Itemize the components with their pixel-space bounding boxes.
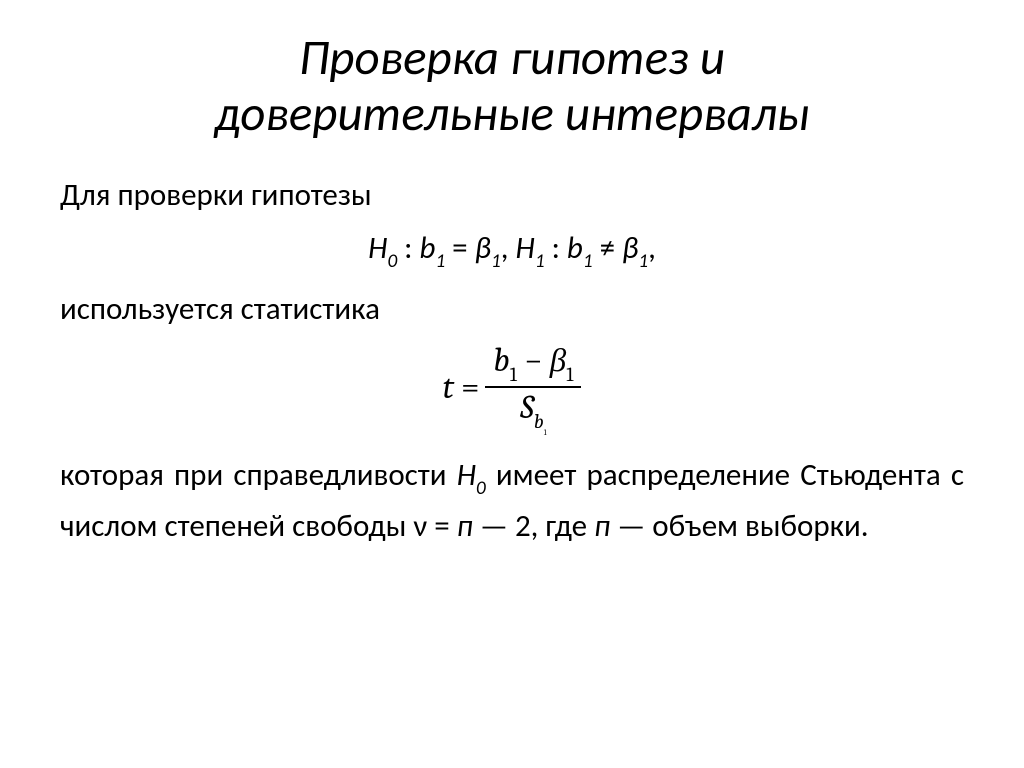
- den-s-sub-b: b: [534, 410, 544, 433]
- num-b: b: [493, 342, 509, 380]
- p3-text-4: — объем выборки.: [610, 507, 868, 545]
- beta-sub-1: 1: [491, 250, 501, 273]
- formula-container: t = b1 − β1 Sb1: [60, 343, 964, 433]
- num-beta-sub: 1: [566, 363, 573, 386]
- num-minus: −: [517, 342, 550, 380]
- beta-symbol-2: β: [622, 229, 638, 267]
- p3-h-symbol: H: [457, 456, 476, 494]
- paragraph-conclusion: которая при справедливости H0 имеет расп…: [60, 451, 964, 550]
- num-b-sub: 1: [510, 363, 517, 386]
- formula-equals: =: [454, 369, 480, 407]
- p3-text-1: которая при справедливости: [60, 456, 457, 494]
- b-symbol-2: b: [567, 229, 583, 267]
- b-sub-1: 1: [435, 250, 445, 273]
- t-statistic-formula: t = b1 − β1 Sb1: [443, 343, 582, 433]
- title-line-1: Проверка гипотез и: [299, 28, 725, 88]
- b-symbol-1: b: [419, 229, 435, 267]
- formula-denominator: Sb1: [485, 388, 581, 433]
- h0-subscript: 0: [387, 250, 397, 273]
- paragraph-statistic: используется статистика: [60, 285, 964, 333]
- b-sub-2: 1: [583, 250, 593, 273]
- slide-title: Проверка гипотез и доверительные интерва…: [60, 30, 964, 143]
- formula-fraction: b1 − β1 Sb1: [485, 343, 581, 433]
- paragraph-intro: Для проверки гипотезы: [60, 171, 964, 219]
- num-beta: β: [550, 342, 566, 380]
- colon-1: :: [397, 229, 419, 267]
- t-symbol: t: [443, 369, 454, 407]
- h1-symbol: H: [516, 229, 535, 267]
- beta-symbol-1: β: [475, 229, 491, 267]
- beta-sub-2: 1: [638, 250, 648, 273]
- den-s: S: [520, 389, 534, 427]
- comma-1: ,: [501, 229, 516, 267]
- neq-sign: ≠: [593, 229, 622, 267]
- p3-h-sub: 0: [476, 477, 486, 500]
- den-s-sub: b1: [534, 410, 547, 433]
- p3-n-2: п: [594, 507, 610, 545]
- p3-text-3: — 2, где: [473, 507, 594, 545]
- den-s-sub-one: 1: [544, 428, 547, 437]
- title-line-2: доверительные интервалы: [215, 84, 810, 144]
- h1-subscript: 1: [535, 250, 545, 273]
- formula-lhs: t =: [443, 369, 486, 407]
- h0-symbol: H: [368, 229, 387, 267]
- slide-container: Проверка гипотез и доверительные интерва…: [0, 0, 1024, 768]
- comma-2: ,: [648, 229, 656, 267]
- colon-2: :: [545, 229, 567, 267]
- p3-n-1: п: [457, 507, 473, 545]
- equals-sign: =: [445, 229, 474, 267]
- formula-numerator: b1 − β1: [485, 343, 581, 388]
- hypothesis-statement: H0 : b1 = β1, H1 : b1 ≠ β1,: [60, 225, 964, 275]
